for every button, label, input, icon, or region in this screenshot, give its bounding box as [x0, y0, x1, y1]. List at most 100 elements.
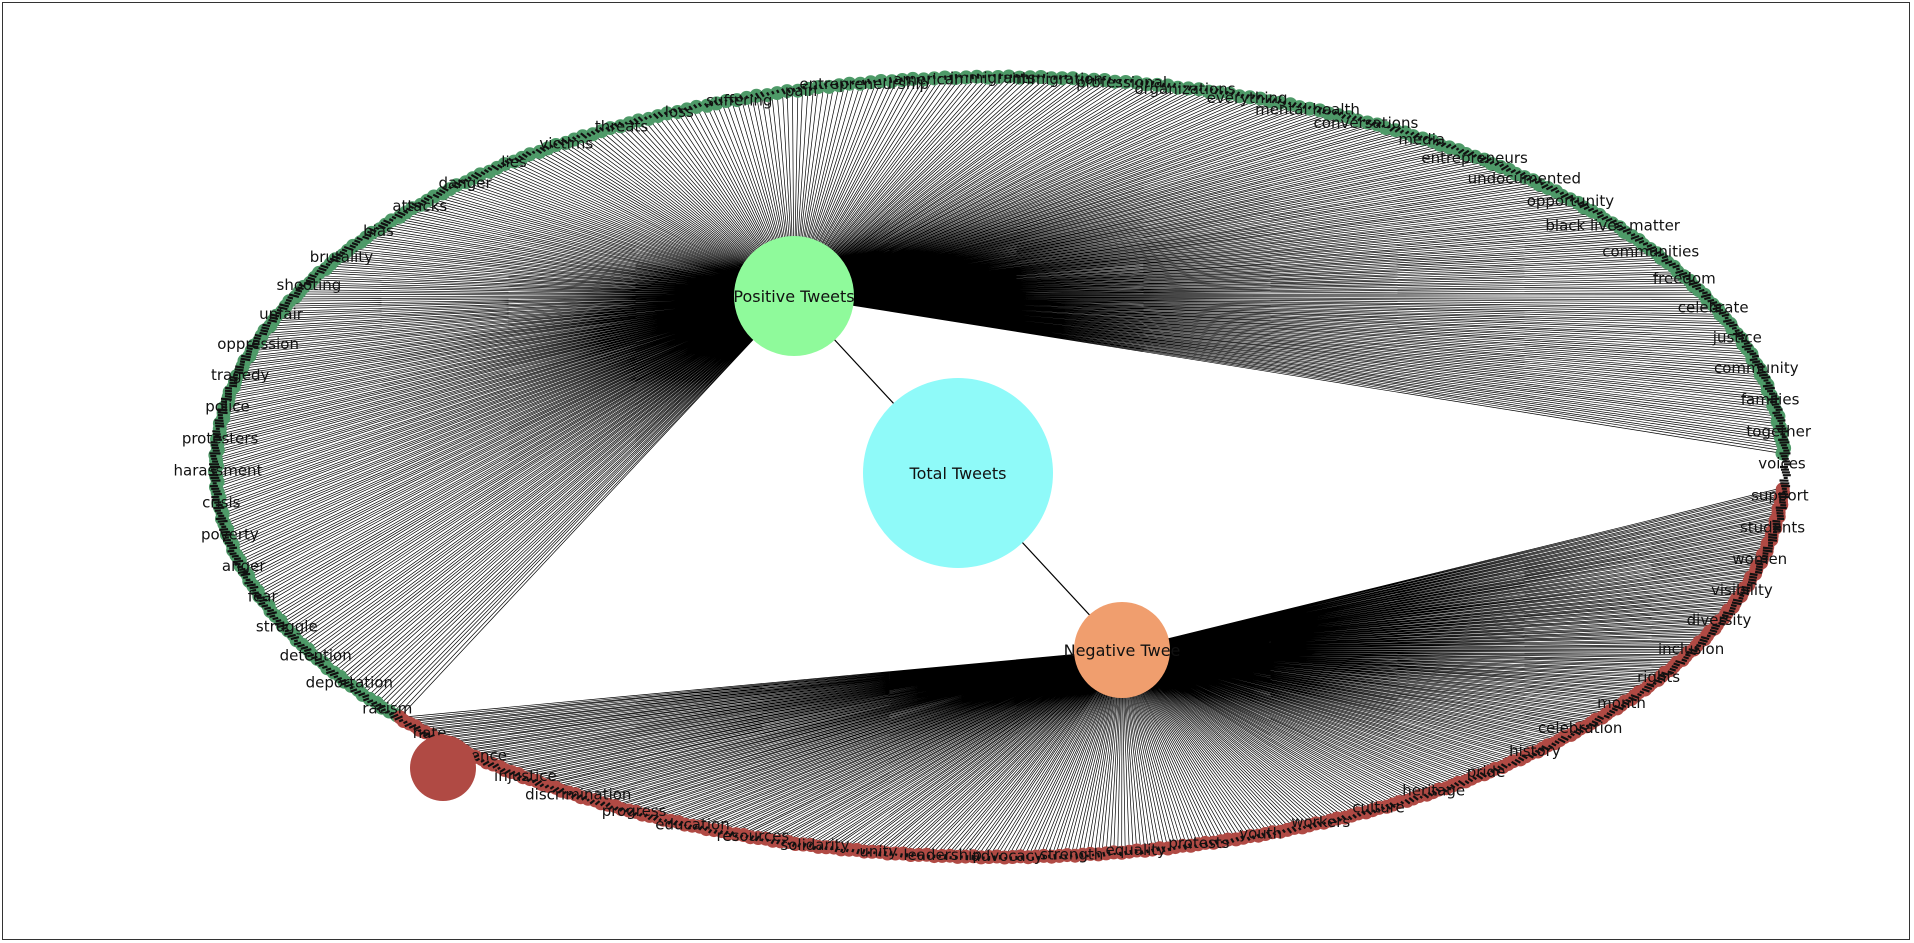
word-label: immigrants [950, 69, 1036, 87]
word-label: detention [280, 646, 352, 664]
word-label: celebration [1538, 719, 1623, 737]
word-label: leadership [903, 846, 982, 864]
word-label: conversations [1314, 114, 1419, 132]
positive-word-node [1212, 85, 1227, 100]
word-label: education [655, 816, 729, 834]
word-label: strength [1040, 845, 1103, 863]
word-label: harassment [174, 462, 263, 480]
positive-word-node [670, 105, 685, 119]
word-label: undocumented [1468, 169, 1581, 187]
word-label: pride [1467, 763, 1506, 781]
word-label: protests [1168, 834, 1229, 852]
word-label: poverty [201, 526, 259, 544]
rim-label-clutter [209, 73, 1791, 861]
word-label: anger [222, 557, 266, 575]
total-tweets-node [863, 378, 1053, 568]
positive-word-node [641, 111, 656, 126]
positive-word-node [1033, 70, 1048, 84]
word-label: danger [439, 174, 493, 192]
word-label: brutality [310, 248, 373, 266]
word-labels: entrepreneurshipamericanimmigrantsimmigr… [174, 69, 1812, 865]
word-label: tragedy [211, 366, 270, 384]
word-label: fear [248, 588, 279, 606]
positive-edge-bundle [214, 76, 1785, 718]
word-label: together [1746, 422, 1811, 440]
word-label: community [1714, 359, 1799, 377]
positive-word-node [1273, 95, 1287, 110]
word-label: families [1741, 391, 1800, 409]
word-label: entrepreneurship [799, 75, 929, 93]
word-label: equality [1106, 841, 1167, 859]
word-label: american [893, 71, 963, 89]
positive-word-node [842, 76, 857, 91]
word-label: professional [1076, 74, 1167, 92]
word-label: crisis [202, 494, 241, 512]
word-label: support [1751, 487, 1809, 505]
word-label: deportation [306, 674, 393, 692]
word-label: discrimination [525, 786, 631, 804]
word-label: immigration [1012, 70, 1103, 88]
word-label: organizations [1134, 80, 1235, 98]
word-label: injustice [494, 767, 557, 785]
word-label: everything [1207, 89, 1288, 107]
positive-word-node [1283, 97, 1298, 112]
word-label: shooting [277, 276, 342, 294]
negative-edge-bundle [400, 487, 1784, 858]
positive-word-node [1076, 72, 1091, 87]
word-label: women [1732, 550, 1787, 568]
word-label: advocacy [972, 847, 1043, 865]
word-label: unity [859, 842, 897, 860]
positive-word-node [980, 70, 995, 85]
word-label: oppression [217, 335, 299, 353]
word-label: students [1740, 519, 1805, 537]
positive-word-node [1087, 72, 1101, 87]
positive-word-node [1253, 91, 1268, 106]
word-label: unfair [259, 305, 304, 323]
word-label: black lives matter [1545, 216, 1680, 234]
word-label: media [1398, 130, 1445, 148]
word-label: justice [1712, 328, 1762, 346]
word-label: visibility [1711, 581, 1773, 599]
word-label: history [1509, 742, 1561, 760]
negative-tweets-node [1074, 602, 1170, 698]
word-label: freedom [1653, 270, 1716, 288]
word-label: rights [1637, 668, 1680, 686]
positive-word-node [790, 83, 805, 98]
word-label: attacks [392, 197, 447, 215]
positive-word-node [991, 70, 1006, 84]
word-label: loss [665, 103, 694, 121]
word-label: progress [602, 802, 667, 820]
word-label: voices [1758, 454, 1806, 472]
word-label: entrepreneurs [1421, 149, 1528, 167]
word-label: heritage [1402, 782, 1465, 800]
word-label: victims [539, 134, 593, 152]
positive-word-node [1001, 69, 1016, 84]
word-label: mental health [1255, 100, 1360, 118]
total-tweets-label: Total Tweets [909, 464, 1007, 483]
word-label: threats [595, 118, 649, 136]
positive-word-node [1181, 81, 1196, 96]
word-label: opportunity [1527, 192, 1615, 210]
positive-word-node [760, 88, 775, 103]
word-label: protesters [182, 429, 259, 447]
word-label: solidarity [780, 836, 849, 854]
word-label: workers [1291, 813, 1350, 831]
negative-tweets-label: Negative Twee [1064, 641, 1181, 660]
word-label: communities [1602, 242, 1699, 260]
word-label: racism [362, 700, 412, 718]
positive-word-node [613, 119, 628, 134]
word-label: lies [501, 153, 527, 171]
word-label: struggle [256, 618, 318, 636]
positive-word-node [969, 69, 984, 84]
word-label: suffering [706, 91, 772, 109]
positive-word-node [1055, 71, 1070, 86]
positive-word-node [1044, 71, 1059, 86]
negative-word-edges [400, 487, 1784, 858]
positive-word-node [863, 75, 878, 90]
word-label: pain [785, 82, 817, 100]
positive-word-node [959, 70, 974, 85]
positive-word-node [1023, 70, 1038, 85]
word-label: bias [363, 222, 394, 240]
negative-word-hub-node [410, 735, 476, 801]
